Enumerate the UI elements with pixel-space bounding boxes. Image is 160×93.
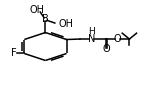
Text: H: H <box>88 27 95 36</box>
Text: OH: OH <box>59 19 74 29</box>
Text: O: O <box>103 44 110 54</box>
Text: F: F <box>11 48 17 58</box>
Text: N: N <box>88 34 95 44</box>
Text: B: B <box>42 14 49 24</box>
Text: OH: OH <box>29 5 44 15</box>
Text: O: O <box>114 34 121 44</box>
